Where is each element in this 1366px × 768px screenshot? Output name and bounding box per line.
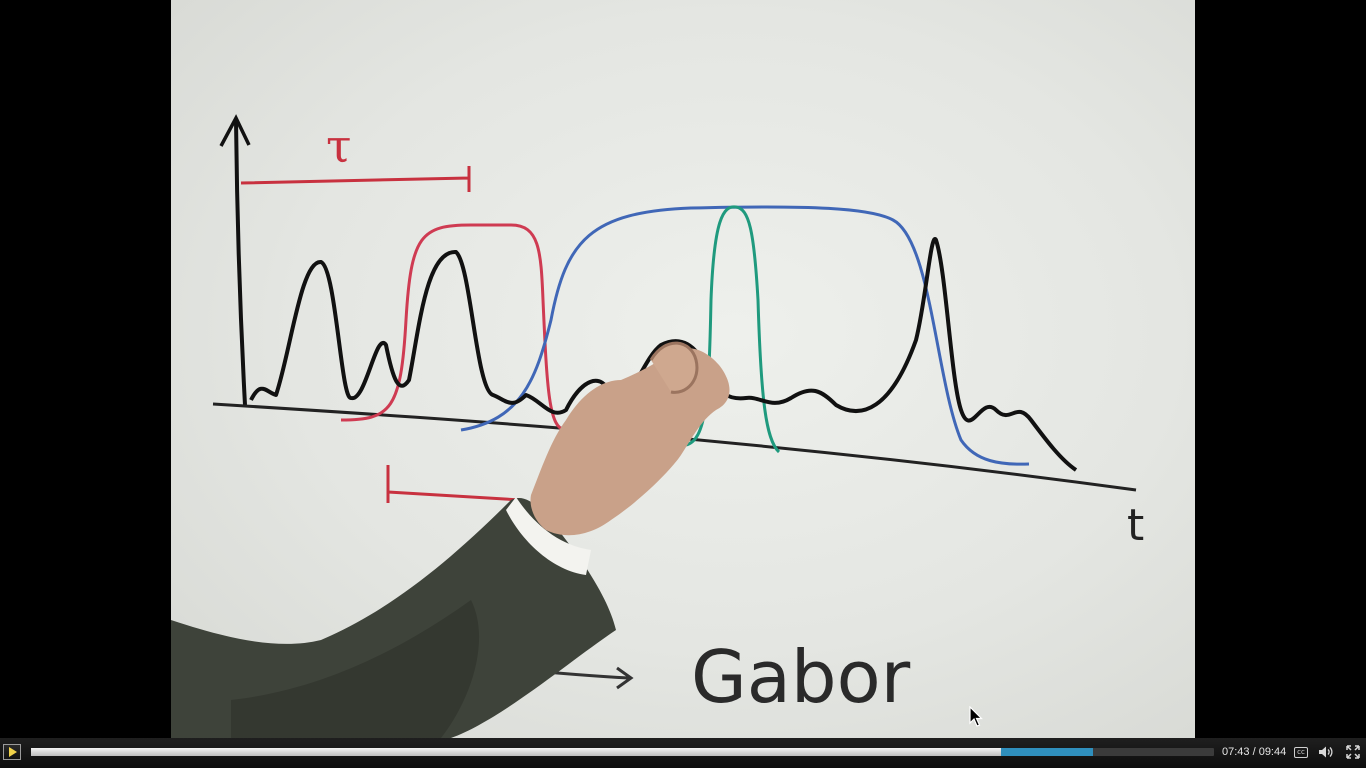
mouse-cursor-icon bbox=[969, 706, 983, 727]
tau-bracket bbox=[240, 166, 471, 192]
gabor-label: Gabor bbox=[691, 635, 911, 719]
control-bar: 07:43 / 09:44 cc bbox=[0, 738, 1366, 768]
presenter-arm bbox=[171, 498, 616, 738]
fullscreen-button[interactable] bbox=[1345, 745, 1361, 759]
seek-bar[interactable] bbox=[31, 748, 1214, 756]
time-display: 07:43 / 09:44 bbox=[1222, 746, 1287, 758]
seek-played bbox=[31, 748, 1002, 756]
fullscreen-icon bbox=[1346, 745, 1360, 759]
closed-captions-button[interactable]: cc bbox=[1293, 745, 1309, 759]
volume-button[interactable] bbox=[1318, 745, 1334, 759]
finger-curl bbox=[649, 341, 699, 394]
presenter-sleeve-shade bbox=[231, 600, 480, 738]
presenter-hand bbox=[530, 348, 730, 536]
y-axis-arrow bbox=[219, 114, 251, 147]
y-axis bbox=[234, 117, 247, 406]
blue-window bbox=[460, 205, 1030, 466]
play-icon bbox=[9, 747, 17, 757]
video-frame[interactable]: τ t Gabor bbox=[171, 0, 1195, 738]
second-bracket bbox=[386, 465, 522, 503]
closed-captions-icon: cc bbox=[1294, 747, 1308, 758]
t-axis-label: t bbox=[1127, 500, 1144, 551]
shirt-cuff bbox=[506, 497, 591, 575]
speaker-icon bbox=[1319, 746, 1333, 758]
play-button[interactable] bbox=[3, 744, 21, 760]
whiteboard-drawing: τ t Gabor bbox=[171, 114, 1144, 738]
tau-label: τ bbox=[326, 119, 351, 173]
